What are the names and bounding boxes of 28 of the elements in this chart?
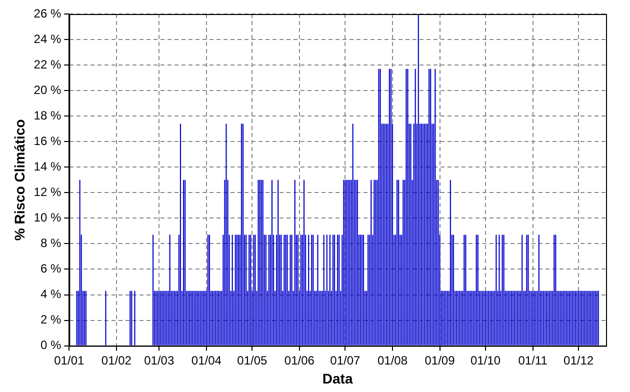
y-tick-label: 6 % [40, 262, 62, 276]
x-tick-label: 01/10 [470, 353, 501, 368]
x-tick-label: 01/08 [377, 353, 408, 368]
y-tick-label: 8 % [40, 236, 62, 250]
y-tick-label: 20 % [34, 82, 62, 97]
x-tick-label: 01/12 [564, 353, 594, 368]
y-tick-label: 10 % [34, 210, 62, 224]
x-tick-label: 01/01 [54, 353, 84, 368]
y-tick-label: 16 % [34, 134, 62, 148]
y-tick-label: 2 % [40, 312, 62, 327]
x-tick-label: 01/07 [330, 353, 361, 368]
y-tick-label: 14 % [34, 159, 62, 174]
y-tick-label: 12 % [34, 184, 62, 199]
y-axis-title: % Risco Climático [11, 119, 28, 241]
x-tick-label: 01/11 [518, 353, 548, 368]
x-tick-label: 01/06 [284, 353, 315, 368]
x-tick-label: 01/03 [144, 353, 174, 368]
x-tick-label: 01/09 [424, 353, 456, 368]
y-tick-label: 4 % [40, 287, 62, 302]
y-tick-label: 18 % [34, 108, 62, 122]
y-tick-label: 26 % [34, 6, 62, 20]
y-tick-label: 0 % [40, 338, 62, 352]
y-tick-label: 22 % [34, 57, 62, 72]
x-axis-title: Data [322, 370, 353, 386]
y-tick-label: 24 % [34, 32, 62, 46]
x-tick-label: 01/04 [191, 353, 222, 368]
x-tick-label: 01/02 [101, 353, 132, 368]
x-tick-label: 01/05 [237, 353, 268, 368]
